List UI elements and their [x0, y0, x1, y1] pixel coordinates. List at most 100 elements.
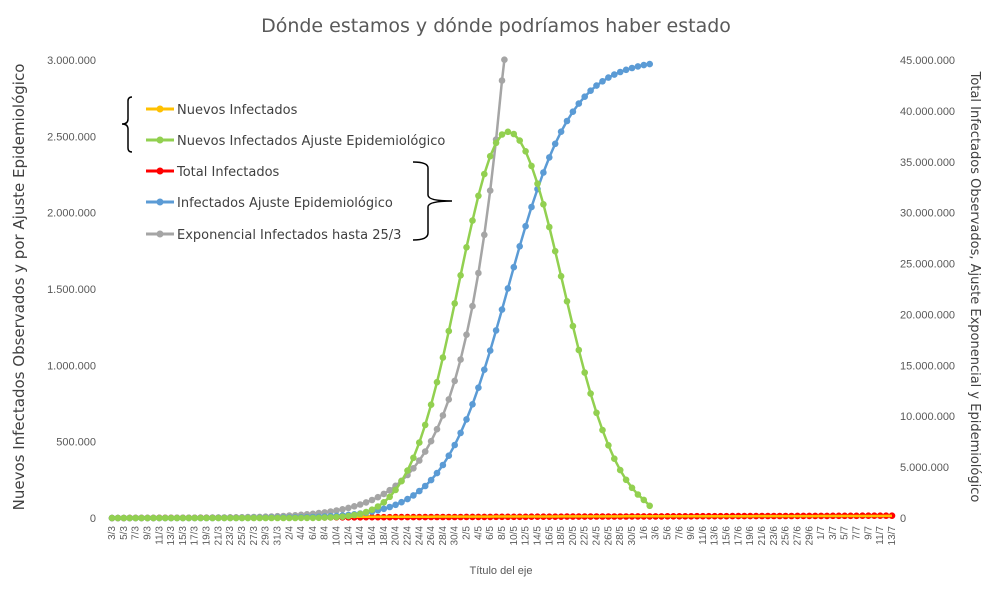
- data-point: [481, 366, 488, 374]
- data-point: [516, 243, 523, 250]
- data-point: [114, 514, 122, 522]
- legend-item-exponencial: Exponencial Infectados hasta 25/3: [146, 228, 401, 243]
- x-tick-label: 7/7: [852, 526, 863, 540]
- x-tick-label: 17/3: [190, 526, 201, 546]
- data-point: [416, 439, 423, 446]
- data-point: [498, 306, 506, 313]
- data-point: [445, 396, 453, 403]
- data-point: [563, 298, 571, 305]
- y-right-tick-label: 10.000.000: [900, 411, 955, 423]
- data-point: [179, 514, 187, 522]
- x-tick-label: 30/5: [627, 526, 638, 546]
- data-point: [138, 514, 145, 522]
- x-tick-label: 23/3: [225, 526, 236, 546]
- data-point: [173, 514, 181, 522]
- data-point: [132, 514, 139, 522]
- data-point: [640, 496, 648, 504]
- x-tick-label: 18/4: [379, 526, 390, 546]
- data-point: [469, 217, 476, 224]
- data-point: [161, 514, 169, 522]
- data-point: [280, 514, 287, 522]
- x-tick-label: 11/6: [698, 526, 709, 545]
- data-point: [557, 272, 565, 280]
- x-tick-label: 9/6: [686, 526, 697, 540]
- x-tick-label: 12/4: [343, 526, 354, 546]
- data-point: [392, 501, 399, 509]
- data-point: [386, 493, 394, 501]
- data-point: [569, 322, 577, 330]
- data-point: [380, 499, 388, 506]
- y-right-axis-label: Total Infectados Observados, Ajuste Expo…: [967, 71, 982, 503]
- data-point: [605, 74, 612, 81]
- legend-brace-right: [412, 161, 453, 241]
- x-tick-label: 6/4: [308, 526, 319, 540]
- data-point: [634, 491, 642, 498]
- data-point: [144, 514, 151, 522]
- y-left-tick-labels: 0 500.000 1.000.000 1.500.000 2.000.000 2.500…: [47, 55, 96, 525]
- x-tick-label: 15/3: [178, 526, 189, 546]
- x-tick-label: 16/4: [367, 526, 378, 546]
- y-right-tick-labels: 0 5.000.000 10.000.000 15.000.000 20.000.000…: [900, 55, 955, 525]
- data-point: [345, 512, 352, 520]
- series-line-exponencial: [112, 59, 506, 520]
- data-point: [433, 425, 441, 433]
- data-point: [628, 484, 636, 492]
- x-axis-label: Título del eje: [470, 565, 533, 577]
- data-point: [569, 108, 577, 115]
- x-tick-label: 10/4: [332, 526, 343, 546]
- x-tick-label: 13/3: [166, 526, 177, 546]
- data-point: [309, 514, 317, 522]
- data-point: [522, 148, 529, 155]
- data-point: [368, 496, 376, 504]
- legend-item-nuevos-infectados: Nuevos Infectados: [146, 103, 298, 118]
- data-point: [463, 416, 470, 423]
- data-point: [303, 514, 311, 522]
- x-tick-label: 5/6: [662, 526, 673, 540]
- data-point: [581, 93, 588, 100]
- legend-label: Exponencial Infectados hasta 25/3: [177, 228, 401, 243]
- data-point: [605, 442, 612, 449]
- x-tick-label: 25/6: [781, 526, 792, 546]
- x-tick-label: 18/5: [556, 526, 567, 546]
- data-point: [404, 495, 411, 503]
- y-right-tick-label: 15.000.000: [900, 360, 955, 372]
- x-tick-label: 26/5: [603, 526, 614, 546]
- data-point: [587, 390, 594, 397]
- x-tick-label: 1/6: [639, 526, 650, 540]
- x-tick-label: 13/6: [710, 526, 721, 546]
- data-point: [339, 513, 346, 520]
- x-tick-label: 20/5: [568, 526, 579, 546]
- data-point: [398, 498, 405, 506]
- data-point: [362, 508, 370, 516]
- legend-label: Nuevos Infectados Ajuste Epidemiológico: [177, 134, 445, 149]
- x-tick-label: 9/3: [142, 526, 153, 540]
- data-point: [427, 437, 435, 445]
- data-point: [528, 203, 535, 211]
- data-point: [410, 454, 417, 462]
- x-tick-label: 3/7: [828, 526, 839, 540]
- data-point: [528, 162, 535, 170]
- data-point: [268, 514, 275, 522]
- x-tick-label: 13/7: [887, 526, 898, 546]
- x-tick-label: 8/5: [497, 526, 508, 540]
- x-tick-label: 6/5: [485, 526, 496, 540]
- legend-item-nuevos-ajuste: Nuevos Infectados Ajuste Epidemiológico: [146, 134, 445, 149]
- x-tick-label: 17/6: [733, 526, 744, 546]
- data-point: [209, 514, 216, 522]
- data-point: [226, 514, 234, 522]
- data-point: [510, 263, 518, 271]
- data-point: [628, 64, 636, 72]
- x-tick-labels: 3/3 5/3 7/3 9/3 11/3 13/3 15/3 17/3 19/3 21/3 23/3…: [107, 526, 898, 546]
- data-point: [262, 514, 269, 522]
- data-point: [575, 100, 583, 107]
- data-point: [191, 514, 198, 522]
- data-point: [551, 140, 559, 148]
- x-tick-label: 24/4: [414, 526, 425, 546]
- x-tick-label: 20/4: [391, 526, 402, 546]
- data-point: [457, 272, 464, 279]
- y-left-tick-label: 1.500.000: [47, 284, 96, 296]
- data-point: [439, 412, 447, 419]
- data-point: [427, 476, 435, 484]
- data-point: [581, 369, 588, 376]
- x-tick-label: 4/4: [296, 526, 307, 540]
